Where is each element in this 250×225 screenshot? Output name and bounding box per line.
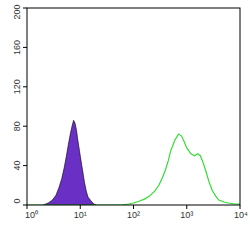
y-tick-label: 200 xyxy=(12,4,22,19)
y-tick xyxy=(23,126,27,127)
y-tick-label: 160 xyxy=(12,40,22,55)
x-tick xyxy=(80,205,81,209)
y-tick xyxy=(23,205,27,206)
y-tick-label: 0 xyxy=(12,198,22,203)
x-tick-label: 10¹ xyxy=(74,210,87,220)
x-tick xyxy=(133,205,134,209)
y-tick xyxy=(23,47,27,48)
x-tick xyxy=(240,205,241,209)
x-tick-label: 10² xyxy=(127,210,140,220)
histogram-line xyxy=(27,134,240,205)
y-tick xyxy=(23,165,27,166)
y-tick-label: 80 xyxy=(12,121,22,131)
x-tick-label: 10⁰ xyxy=(25,210,38,220)
chart: 10⁰ 10¹ 10² 10³ 10⁴ 0 40 80 120 160 200 xyxy=(0,0,250,225)
y-tick-label: 120 xyxy=(12,79,22,94)
x-tick-label: 10³ xyxy=(180,210,193,220)
plot-frame xyxy=(27,8,240,205)
y-tick-label: 40 xyxy=(12,161,22,171)
series-group xyxy=(27,120,240,205)
histogram-area xyxy=(43,120,96,205)
x-tick xyxy=(186,205,187,209)
y-tick xyxy=(23,8,27,9)
y-tick xyxy=(23,86,27,87)
x-tick-label: 10⁴ xyxy=(234,210,248,220)
x-tick xyxy=(27,205,28,209)
